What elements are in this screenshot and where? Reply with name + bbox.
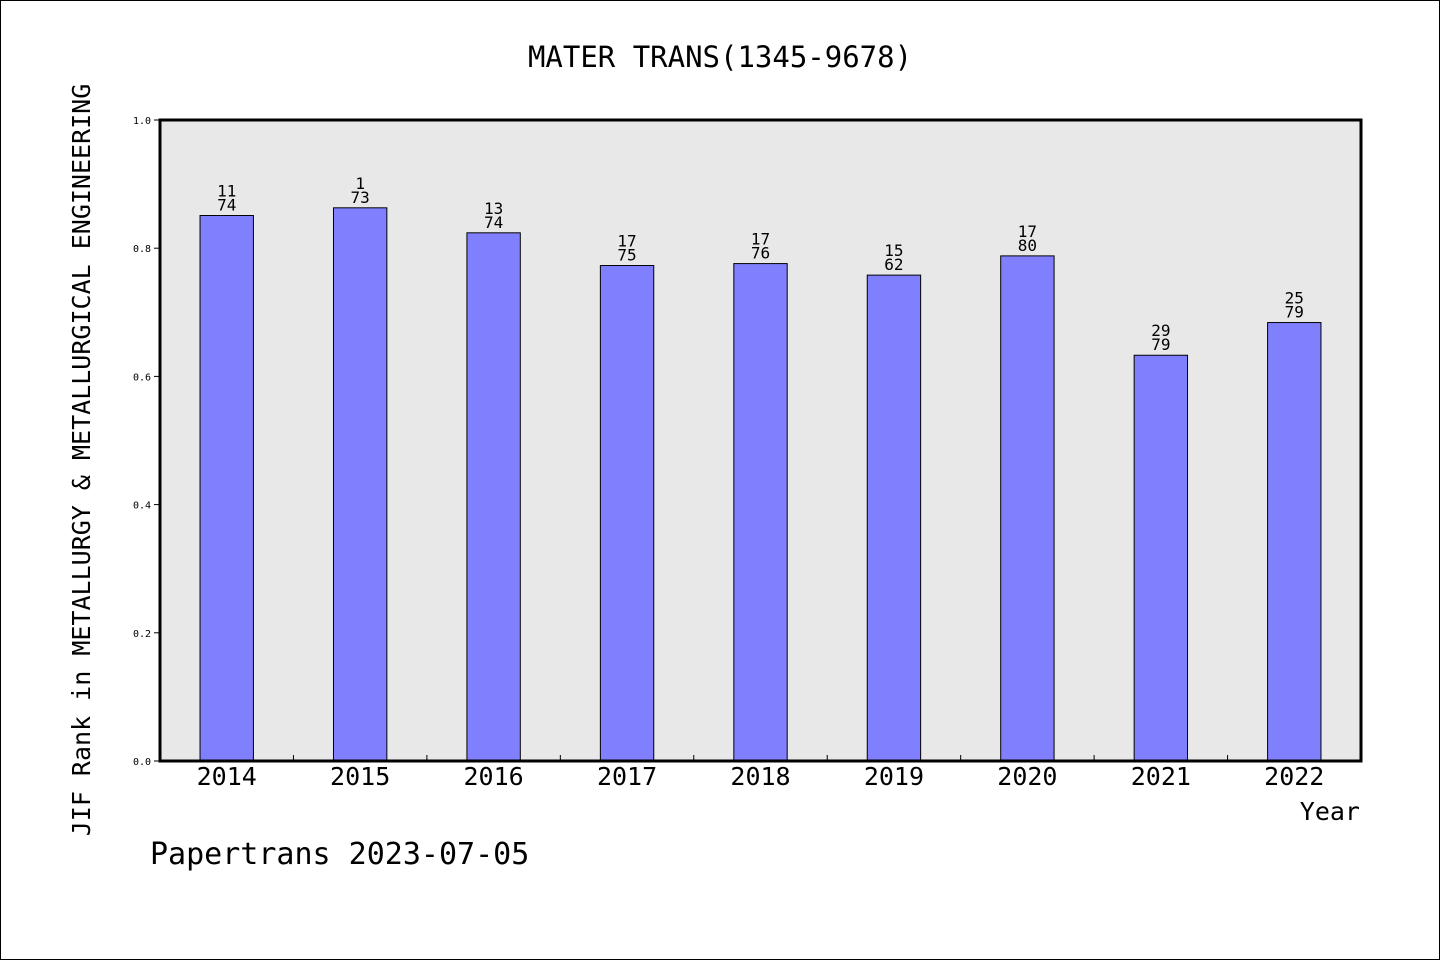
bar-rank-label: 11 bbox=[217, 182, 236, 201]
x-axis-label: Year bbox=[1300, 797, 1360, 826]
bar-rank-label: 13 bbox=[484, 199, 503, 218]
x-tick-label: 2019 bbox=[864, 762, 924, 791]
bar-total-label: 73 bbox=[351, 188, 370, 207]
bar-total-label: 74 bbox=[484, 213, 503, 232]
y-axis: 0.0 0.2 0.4 0.6 0.8 1.0 bbox=[133, 116, 160, 768]
y-tick-label: 0.6 bbox=[133, 372, 151, 383]
plot-border bbox=[158, 118, 1363, 763]
x-tick-label: 2018 bbox=[730, 762, 790, 791]
bar-rank-label: 25 bbox=[1285, 289, 1304, 308]
bar-rank-label: 1 bbox=[355, 174, 365, 193]
bar-total-label: 76 bbox=[751, 244, 770, 263]
bar-2015 bbox=[332, 207, 388, 762]
x-tick-label: 2017 bbox=[597, 762, 657, 791]
bar-2017 bbox=[599, 265, 655, 762]
bar-total-label: 79 bbox=[1151, 335, 1170, 354]
bar-total-label: 74 bbox=[217, 196, 236, 215]
bar-total-label: 75 bbox=[617, 246, 636, 265]
y-tick-label: 0.0 bbox=[133, 757, 151, 768]
bar-total-label: 62 bbox=[884, 255, 903, 274]
bar-rank-label: 15 bbox=[884, 241, 903, 260]
bar-2020 bbox=[1000, 255, 1055, 762]
bar-total-label: 79 bbox=[1285, 303, 1304, 322]
x-axis: 2014 2015 2016 2017 2018 2019 2020 2021 2022 bbox=[197, 755, 1324, 791]
bar-rank-label: 17 bbox=[617, 232, 636, 251]
footer-credit: Papertrans 2023-07-05 bbox=[150, 837, 529, 872]
x-tick-label: 2016 bbox=[464, 762, 524, 791]
bar-2019 bbox=[866, 274, 922, 762]
bar-2014 bbox=[199, 215, 254, 762]
bar-2022 bbox=[1267, 322, 1322, 762]
chart-title: MATER TRANS(1345-9678) bbox=[528, 40, 912, 74]
bar-rank-label: 17 bbox=[1018, 222, 1037, 241]
bar-2016 bbox=[466, 232, 521, 762]
bar-total-label: 80 bbox=[1018, 236, 1037, 255]
y-tick-label: 1.0 bbox=[133, 116, 151, 127]
bar-rank-label: 17 bbox=[751, 230, 770, 249]
y-tick-label: 0.8 bbox=[133, 244, 151, 255]
bar-rank-label: 29 bbox=[1151, 321, 1170, 340]
y-axis-label: JIF Rank in METALLURGY & METALLURGICAL E… bbox=[67, 84, 96, 837]
x-tick-label: 2014 bbox=[197, 762, 257, 791]
x-tick-label: 2022 bbox=[1264, 762, 1324, 791]
y-tick-label: 0.4 bbox=[133, 501, 151, 512]
bar-2021 bbox=[1133, 354, 1189, 762]
x-tick-label: 2021 bbox=[1131, 762, 1191, 791]
bar-2018 bbox=[733, 263, 788, 762]
x-tick-label: 2015 bbox=[330, 762, 390, 791]
x-tick-label: 2020 bbox=[997, 762, 1057, 791]
y-tick-label: 0.2 bbox=[133, 629, 151, 640]
bars-group bbox=[199, 207, 1322, 762]
